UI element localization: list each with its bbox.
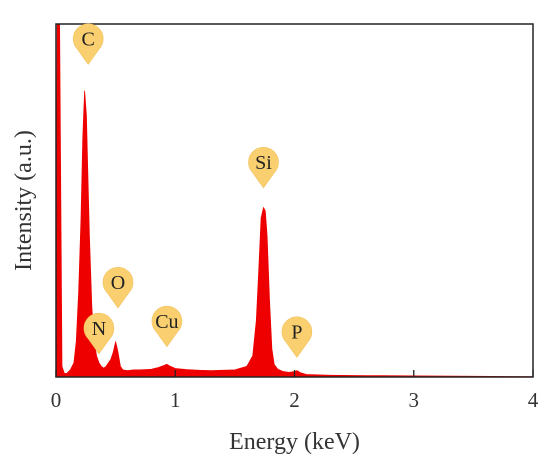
pin-marker-icon — [281, 316, 313, 358]
y-axis-label: Intensity (a.u.) — [11, 130, 37, 271]
element-pin-si: Si — [248, 147, 279, 189]
x-tick-label: 1 — [170, 388, 181, 412]
x-tick-label: 0 — [51, 388, 62, 412]
element-pin-o: O — [102, 267, 134, 309]
element-pin-n: N — [83, 312, 115, 355]
element-labels: C N O Cu Si P — [72, 23, 313, 358]
x-axis-label: Energy (keV) — [229, 429, 360, 455]
element-pin-p: P — [281, 316, 313, 358]
spectrum-area-layer — [55, 23, 534, 378]
pin-marker-icon — [248, 147, 279, 189]
element-label: O — [111, 272, 125, 294]
element-pin-cu: Cu — [151, 305, 183, 348]
pin-marker-icon — [83, 312, 115, 355]
element-pin-c: C — [72, 23, 104, 65]
pin-marker-icon — [151, 305, 183, 348]
pin-marker-icon — [72, 23, 104, 65]
element-label: P — [291, 321, 302, 343]
x-tick-label: 2 — [289, 388, 300, 412]
x-tick-label: 4 — [528, 388, 539, 412]
pin-marker-icon — [102, 267, 134, 309]
spectrum-series-0 — [55, 23, 534, 378]
element-label: Si — [255, 152, 272, 174]
element-label: Cu — [155, 311, 178, 333]
element-label: C — [82, 28, 95, 50]
x-tick-label: 3 — [409, 388, 420, 412]
element-label: N — [92, 318, 106, 340]
x-axis-ticks: 0 1 2 3 4 — [51, 370, 539, 412]
